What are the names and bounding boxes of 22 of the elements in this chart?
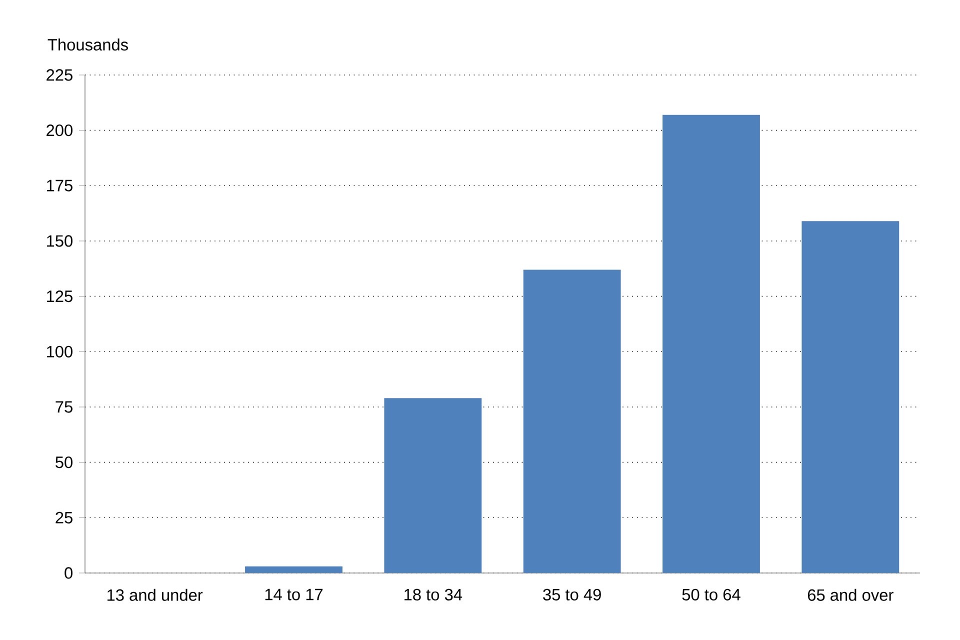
bar — [802, 221, 900, 573]
x-tick-label: 14 to 17 — [265, 588, 323, 600]
y-tick-label: 25 — [56, 512, 72, 524]
y-tick-label: 150 — [47, 235, 72, 247]
bar — [523, 270, 621, 573]
x-tick-label: 35 to 49 — [543, 588, 601, 600]
y-tick-label: 0 — [64, 567, 72, 579]
y-tick-label: 75 — [56, 401, 72, 413]
y-axis-title: Thousands — [48, 38, 128, 51]
y-tick-label: 175 — [47, 180, 72, 192]
y-tick-label: 225 — [46, 69, 72, 81]
y-tick-label: 200 — [46, 124, 72, 136]
x-tick-label: 18 to 34 — [404, 588, 462, 600]
x-tick-label: 50 to 64 — [682, 588, 740, 600]
y-tick-label: 50 — [56, 456, 72, 468]
y-tick-label: 100 — [47, 346, 72, 358]
bar — [662, 114, 760, 573]
bar — [384, 398, 482, 573]
x-tick-label: 65 and over — [808, 588, 894, 601]
bar — [245, 566, 342, 573]
x-tick-label: 13 and under — [108, 588, 203, 601]
y-tick-label: 125 — [47, 290, 72, 302]
